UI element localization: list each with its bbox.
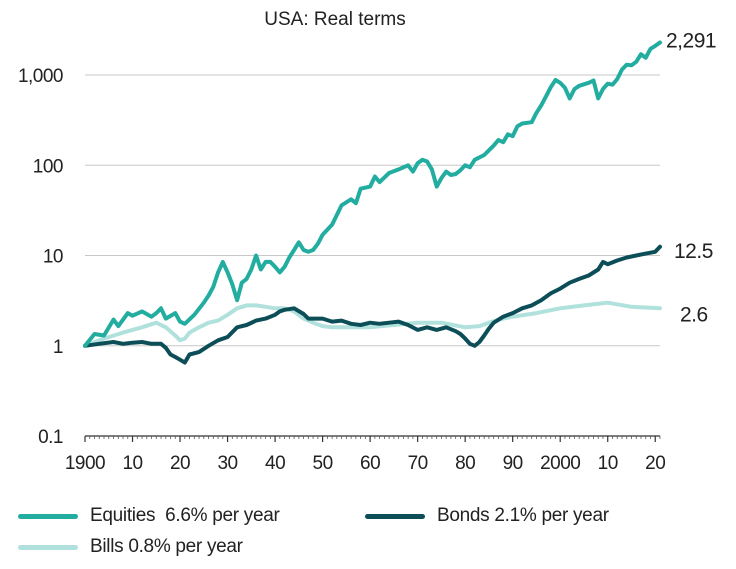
y-tick-label: 10: [43, 247, 63, 268]
x-tick-label: 20: [645, 453, 665, 474]
series-line-bonds: [83, 244, 662, 365]
x-tick-label: 10: [598, 453, 618, 474]
x-tick-label: 90: [503, 453, 523, 474]
y-tick-label: 1: [53, 337, 63, 358]
x-tick-label: 1900: [65, 453, 105, 474]
legend-item-bills: Bills 0.8% per year: [18, 536, 243, 558]
x-tick-label: 2000: [540, 453, 580, 474]
x-tick-label: 20: [170, 453, 190, 474]
legend-item-equities: Equities 6.6% per year: [18, 505, 280, 527]
x-tick-label: 10: [122, 453, 142, 474]
legend-swatch-bills: [18, 544, 78, 550]
x-tick-label: 50: [313, 453, 333, 474]
y-tick-label: 100: [33, 156, 63, 177]
x-tick-label: 70: [408, 453, 428, 474]
end-label-equities: 2,291: [666, 30, 716, 53]
legend-label-bonds: Bonds 2.1% per year: [437, 505, 609, 526]
x-tick-label: 60: [360, 453, 380, 474]
x-tick-label: 80: [455, 453, 475, 474]
legend-item-bonds: Bonds 2.1% per year: [365, 505, 609, 527]
legend-label-equities: Equities 6.6% per year: [90, 505, 280, 526]
legend-label-bills: Bills 0.8% per year: [90, 536, 243, 557]
end-label-bonds: 12.5: [674, 240, 713, 263]
x-tick-label: 30: [217, 453, 237, 474]
x-tick-label: 40: [265, 453, 285, 474]
series-line-bills: [83, 300, 662, 348]
legend-swatch-bonds: [365, 513, 425, 519]
chart-title: USA: Real terms: [264, 9, 405, 30]
y-tick-label: 0.1: [38, 427, 63, 448]
series-line-equities: [83, 40, 662, 348]
legend-swatch-equities: [18, 513, 78, 519]
y-tick-label: 1,000: [18, 66, 63, 87]
end-label-bills: 2.6: [680, 303, 708, 326]
